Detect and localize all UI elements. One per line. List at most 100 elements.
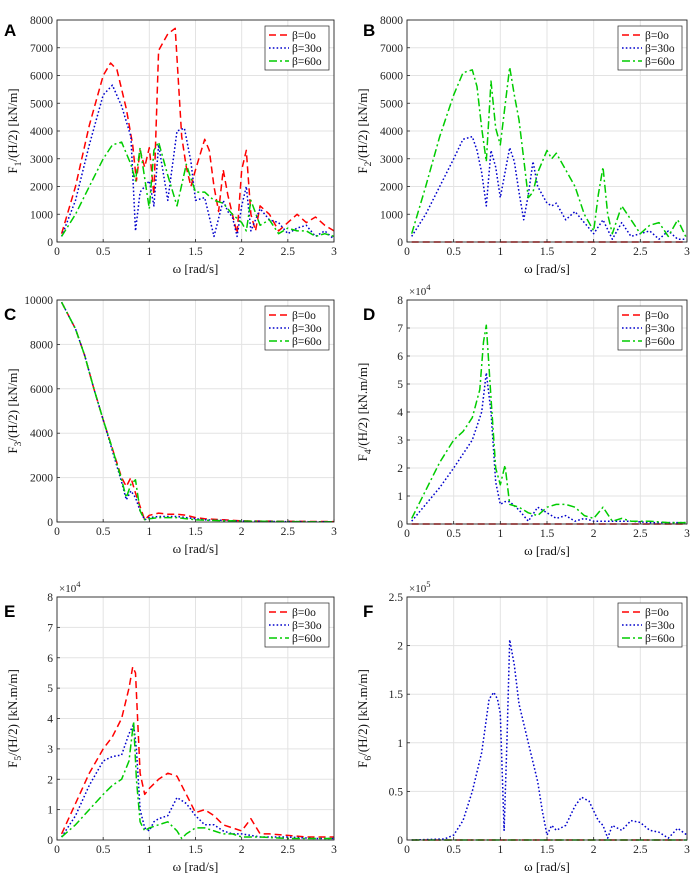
y-tick-label: 5000 — [30, 98, 53, 110]
y-tick-label: 4000 — [30, 428, 53, 440]
y-tick-label: 4000 — [380, 126, 403, 138]
y-tick-label: 2000 — [30, 182, 53, 194]
y-tick-label: 7000 — [380, 43, 403, 55]
y-tick-label: 0 — [47, 237, 53, 249]
panel-a: A 0 0.5 1 1.5 2 2.5 3 0 1000 2000 3000 4000 5000 6000 7… — [4, 15, 337, 276]
y-tick-label: 2000 — [30, 473, 53, 485]
y-tick-label: 1 — [397, 738, 403, 750]
y-tick-label: 0 — [47, 517, 53, 529]
x-tick-label: 1 — [146, 844, 152, 856]
y-tick-label: 1.5 — [389, 689, 404, 701]
legend-entry: β=30o — [645, 323, 675, 335]
x-tick-label: 1.5 — [188, 844, 203, 856]
series-line-3 — [60, 141, 334, 238]
y-tick-label: 10000 — [24, 295, 53, 307]
series-line-3 — [61, 720, 334, 840]
y-axis-label: F5/(H/2) [kN.m/m] — [5, 669, 24, 768]
x-axis-label: ω [rad/s] — [524, 543, 570, 558]
y-tick-label: 7 — [397, 323, 403, 335]
y-tick-label: 7 — [47, 622, 53, 634]
legend-entry: β=0o — [292, 30, 316, 42]
x-tick-label: 0.5 — [446, 844, 461, 856]
x-tick-label: 0.5 — [96, 526, 111, 538]
panel-b: B 0 0.5 1 1.5 2 2.5 3 0 1000 2000 3000 4000 5000 6000 7… — [355, 15, 690, 276]
x-tick-label: 1 — [497, 844, 503, 856]
x-tick-label: 2.5 — [633, 246, 648, 258]
panel-c: C 0 0.5 1 1.5 2 2.5 3 0 2000 4000 6000 8000 10000 ω [r… — [4, 295, 337, 556]
x-tick-label: 1.5 — [540, 246, 555, 258]
legend-box — [617, 602, 683, 648]
y-axis-label: F6/(H/2) [kN.m/m] — [355, 669, 374, 768]
x-tick-label: 3 — [684, 528, 690, 540]
legend-entry: β=60o — [645, 56, 675, 68]
legend-entry: β=60o — [292, 633, 322, 645]
x-tick-label: 0.5 — [96, 844, 111, 856]
panel-label: A — [4, 21, 16, 40]
y-tick-label: 7000 — [30, 43, 53, 55]
y-tick-label: 3000 — [30, 154, 53, 166]
x-tick-label: 1 — [146, 246, 152, 258]
x-tick-label: 1.5 — [540, 844, 555, 856]
panel-label: E — [4, 602, 15, 621]
series-line-3 — [411, 324, 687, 524]
x-axis-label: ω [rad/s] — [524, 859, 570, 874]
y-tick-label: 0 — [397, 835, 403, 847]
y-axis-label: F4/(H/2) [kN.m/m] — [355, 363, 374, 462]
y-tick-label: 2 — [397, 463, 403, 475]
x-tick-label: 0.5 — [446, 528, 461, 540]
y-tick-label: 4 — [397, 407, 403, 419]
y-tick-label: 3 — [397, 435, 403, 447]
legend-entry: β=0o — [645, 30, 669, 42]
panel-d: D 0 0.5 1 1.5 2 2.5 3 0 1 2 3 4 5 6 7 8 ×104 ω [rad/s] F4/(… — [355, 282, 690, 558]
x-axis-label: ω [rad/s] — [173, 859, 219, 874]
axis-multiplier: ×104 — [409, 282, 431, 298]
series-line-2 — [60, 84, 334, 240]
y-axis-label: F1/(H/2) [kN/m] — [5, 88, 24, 173]
y-tick-label: 5 — [47, 683, 53, 695]
y-tick-label: 4000 — [30, 126, 53, 138]
y-tick-label: 1000 — [380, 209, 403, 221]
x-tick-label: 2.5 — [281, 844, 296, 856]
x-axis-label: ω [rad/s] — [173, 261, 219, 276]
legend-box — [264, 305, 330, 351]
x-tick-label: 3 — [684, 844, 690, 856]
legend-entry: β=30o — [645, 43, 675, 55]
x-tick-label: 2.5 — [281, 526, 296, 538]
y-tick-label: 8000 — [30, 339, 53, 351]
y-axis-label: F2/(H/2) [kN/m] — [355, 88, 374, 173]
x-tick-label: 2 — [591, 844, 597, 856]
legend-box — [264, 602, 330, 648]
x-tick-label: 1 — [497, 528, 503, 540]
series-line-3 — [60, 301, 334, 523]
y-tick-label: 2000 — [380, 182, 403, 194]
y-tick-label: 2.5 — [389, 592, 404, 604]
legend-entry: β=0o — [292, 607, 316, 619]
x-tick-label: 2 — [239, 246, 245, 258]
y-tick-label: 6 — [397, 351, 403, 363]
series-line-1 — [60, 27, 334, 235]
x-tick-label: 3 — [684, 246, 690, 258]
legend-entry: β=60o — [645, 336, 675, 348]
x-tick-label: 3 — [331, 844, 337, 856]
x-tick-label: 0.5 — [446, 246, 461, 258]
x-tick-label: 2 — [591, 528, 597, 540]
y-tick-label: 5000 — [380, 98, 403, 110]
y-tick-label: 8 — [397, 295, 403, 307]
x-tick-label: 1.5 — [188, 526, 203, 538]
x-tick-label: 0 — [404, 528, 410, 540]
x-tick-label: 0 — [54, 246, 60, 258]
y-tick-label: 1000 — [30, 209, 53, 221]
panel-label: B — [363, 21, 375, 40]
y-tick-label: 0 — [47, 835, 53, 847]
y-axis-label: F3/(H/2) [kN/m] — [5, 368, 24, 453]
y-tick-label: 6000 — [30, 71, 53, 83]
y-tick-label: 0 — [397, 519, 403, 531]
legend-entry: β=30o — [292, 43, 322, 55]
panel-e: E 0 0.5 1 1.5 2 2.5 3 0 1 2 3 4 5 6 7 8 ×104 ω [rad/s] F5/(… — [4, 579, 337, 874]
y-tick-label: 8000 — [380, 15, 403, 27]
legend-box — [264, 25, 330, 71]
legend-entry: β=0o — [645, 607, 669, 619]
